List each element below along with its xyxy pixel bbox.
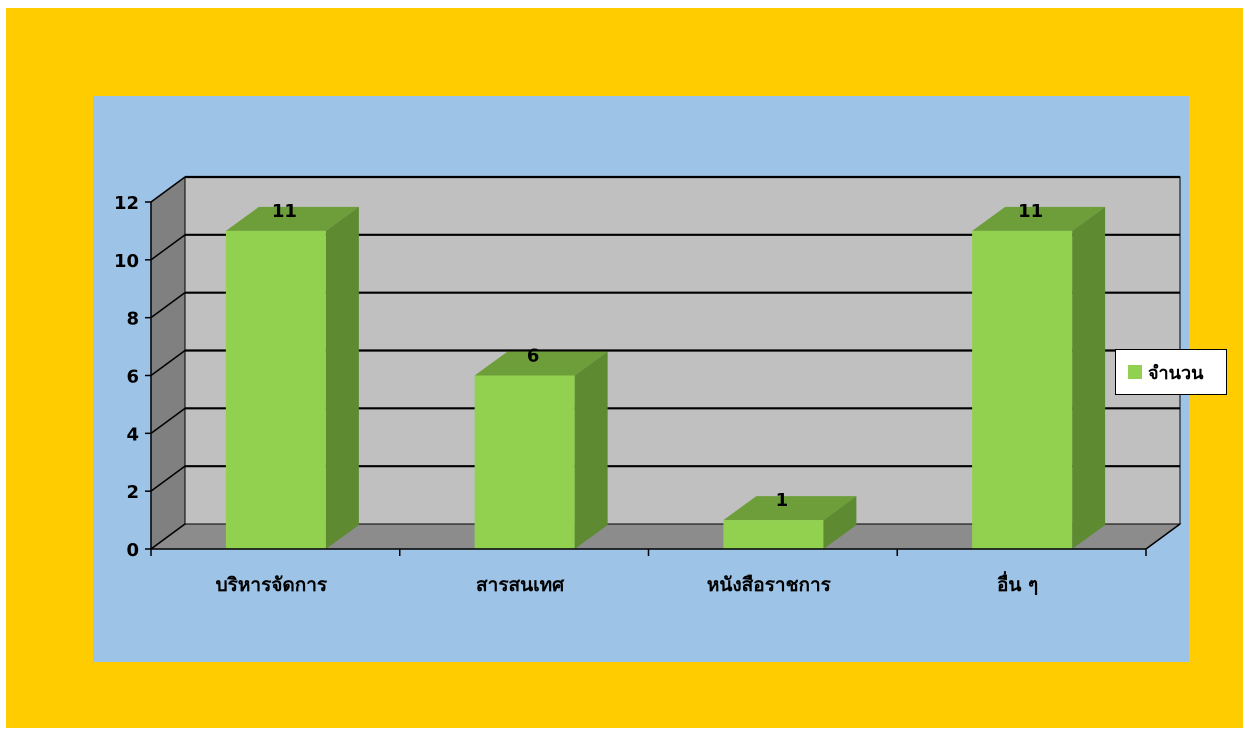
grid-line-side: [150, 176, 186, 203]
data-label: 6: [527, 346, 540, 367]
data-label: 11: [272, 201, 297, 222]
grid-line-side: [150, 349, 186, 377]
y-tick-label: 0: [126, 540, 139, 561]
bar: [972, 206, 1106, 549]
legend-label: จำนวน: [1148, 362, 1204, 384]
y-tick-label: 8: [126, 309, 139, 330]
category-label: บริหารจัดการ: [216, 574, 328, 596]
bar: [723, 496, 857, 549]
y-tick-labels: 0 2 4 6 8 10 12: [114, 193, 139, 561]
legend-swatch: [1128, 365, 1142, 379]
y-tick-label: 12: [114, 193, 139, 214]
bar-top: [972, 206, 1106, 231]
x-axis-depth: [1145, 523, 1181, 550]
category-labels: บริหารจัดการ สารสนเทศ หนังสือราชการ อื่น ๆ: [216, 571, 1039, 596]
bar-top: [723, 496, 857, 521]
bar-side: [823, 496, 857, 549]
bar-side: [574, 351, 608, 549]
bar-top: [225, 206, 359, 231]
bar-front: [723, 520, 824, 549]
grid-line-side: [150, 407, 186, 434]
bar: [474, 351, 608, 549]
bar-front: [972, 230, 1073, 549]
data-label: 1: [776, 490, 789, 511]
grid-line-side: [150, 465, 186, 492]
y-tick-label: 4: [126, 424, 139, 445]
category-label: สารสนเทศ: [476, 574, 565, 596]
legend: จำนวน: [1115, 349, 1227, 395]
bar: [225, 206, 359, 549]
y-tick-label: 2: [126, 482, 139, 503]
grid-line-side: [150, 523, 186, 550]
y-tick-label: 6: [126, 367, 139, 388]
bar-front: [474, 375, 575, 549]
grid-line-side: [150, 234, 186, 261]
grid-line-side: [150, 292, 186, 319]
axes: [145, 201, 1181, 556]
y-tick-label: 10: [114, 251, 139, 272]
bar-top: [474, 351, 608, 376]
bars: [225, 206, 1106, 549]
category-label: หนังสือราชการ: [707, 574, 832, 596]
data-label: 11: [1018, 201, 1043, 222]
bar-front: [225, 230, 326, 549]
bar-side: [325, 206, 359, 549]
category-label: อื่น ๆ: [997, 571, 1038, 596]
bar-side: [1072, 206, 1106, 549]
